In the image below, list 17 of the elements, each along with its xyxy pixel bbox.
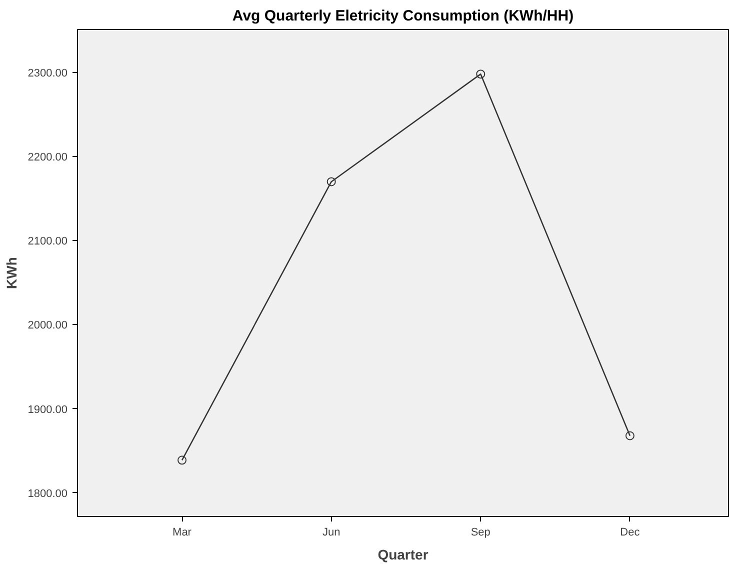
y-axis-title: KWh — [4, 257, 20, 289]
chart-title: Avg Quarterly Eletricity Consumption (KWh/HH) — [232, 8, 574, 24]
y-tick-label: 2300.00 — [28, 67, 68, 80]
y-tick-label: 2100.00 — [28, 236, 68, 248]
point — [178, 456, 187, 465]
x-tick-label: Jun — [322, 526, 340, 538]
point — [625, 431, 634, 440]
point — [476, 70, 486, 79]
y-tick-label: 1800.00 — [28, 488, 68, 500]
x-tick-label: Sep — [470, 526, 490, 538]
point — [326, 177, 336, 186]
x-tick-label: Dec — [620, 526, 640, 538]
y-tick-label: 2200.00 — [28, 152, 68, 164]
y-tick-label: 1900.00 — [28, 404, 68, 416]
x-tick-label: Mar — [172, 526, 192, 538]
y-tick-label: 2000.00 — [28, 320, 68, 332]
x-axis-title: Quarter — [378, 546, 429, 562]
